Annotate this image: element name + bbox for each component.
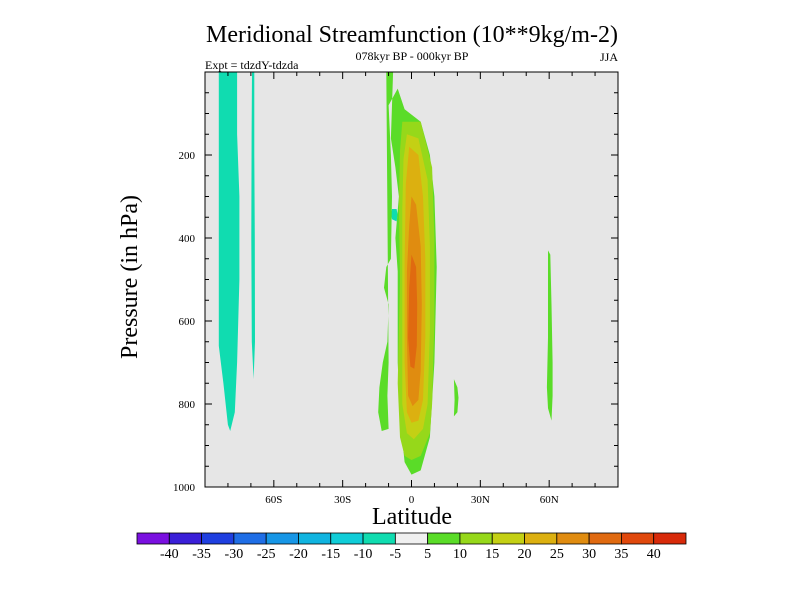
colorbar-box [298, 532, 332, 545]
contour-region-0 [218, 72, 240, 431]
colorbar-box [427, 532, 461, 545]
x-axis-label: Latitude [372, 504, 452, 530]
colorbar-label: -10 [354, 547, 373, 562]
season-label: JJA [600, 50, 618, 64]
colorbar-box [394, 532, 429, 545]
colorbar-box [459, 532, 493, 545]
colorbar-box [491, 532, 525, 545]
colorbar-label: 35 [614, 547, 628, 562]
y-tick-label: 200 [179, 150, 196, 162]
colorbar-label: 15 [485, 547, 499, 562]
x-tick-label: 30S [334, 494, 351, 506]
colorbar-box [588, 532, 622, 545]
colorbar-box [653, 532, 687, 545]
colorbar-label: 25 [550, 547, 564, 562]
colorbar-label: -35 [192, 547, 211, 562]
y-tick-label: 600 [179, 316, 196, 328]
colorbar-label: -25 [257, 547, 276, 562]
colorbar-label: 5 [424, 547, 431, 562]
y-tick-label: 800 [179, 399, 196, 411]
colorbar-box [556, 532, 590, 545]
colorbar-box [362, 532, 396, 545]
colorbar: -40 -35 -30 -25 -20 -15 -10 -5 5 10 15 20 25 30 35 40 [136, 532, 687, 562]
colorbar-label: -20 [289, 547, 308, 562]
colorbar-label: -40 [160, 547, 179, 562]
colorbar-box [265, 532, 299, 545]
x-axis: 60S 30S 0 30N 60N [227, 72, 596, 506]
contour-region-4 [453, 379, 459, 417]
chart-title: Meridional Streamfunction (10**9kg/m-2) [206, 22, 618, 48]
x-tick-label: 0 [409, 494, 415, 506]
colorbar-box [168, 532, 202, 545]
experiment-label: Expt = tdzdY-tdzda [205, 58, 299, 72]
contour-region-2 [390, 209, 398, 222]
colorbar-box [330, 532, 364, 545]
colorbar-box [136, 532, 170, 545]
x-tick-label: 60S [265, 494, 282, 506]
y-tick-label: 400 [179, 233, 196, 245]
colorbar-box [524, 532, 558, 545]
y-axis: 200 400 600 800 1000 [173, 92, 618, 494]
colorbar-label: -30 [225, 547, 244, 562]
colorbar-label: 20 [518, 547, 532, 562]
contour-region-1 [251, 72, 255, 380]
colorbar-box [201, 532, 235, 545]
contour-region-10 [408, 254, 418, 369]
contour-field [218, 72, 553, 475]
contour-region-5 [546, 250, 553, 421]
colorbar-label: 10 [453, 547, 467, 562]
chart-subtitle: 078kyr BP - 000kyr BP [356, 49, 469, 63]
colorbar-label: 30 [582, 547, 596, 562]
colorbar-label: -15 [321, 547, 340, 562]
colorbar-box [621, 532, 655, 545]
y-axis-label: Pressure (in hPa) [117, 195, 143, 359]
x-tick-label: 30N [471, 494, 490, 506]
y-tick-label: 1000 [173, 482, 196, 494]
colorbar-label: -5 [390, 547, 402, 562]
x-tick-label: 60N [540, 494, 559, 506]
colorbar-box [233, 532, 267, 545]
colorbar-label: 40 [647, 547, 661, 562]
